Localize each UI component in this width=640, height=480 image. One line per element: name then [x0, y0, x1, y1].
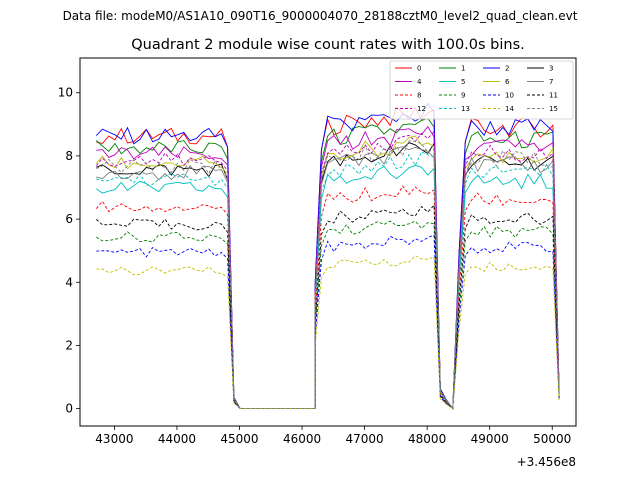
x-offset-label: +3.456e8: [517, 455, 576, 469]
legend-label-1: 1: [461, 65, 465, 73]
legend-label-6: 6: [505, 78, 510, 86]
legend-label-12: 12: [417, 105, 426, 113]
plot-frame: [79, 57, 577, 427]
legend-label-2: 2: [505, 65, 509, 73]
series-line-6: [95, 135, 560, 410]
legend-label-11: 11: [549, 92, 558, 100]
legend-label-9: 9: [461, 92, 465, 100]
y-tick-label: 10: [58, 86, 73, 100]
y-tick-label: 2: [65, 338, 73, 352]
series-line-15: [96, 140, 560, 410]
y-axis: 0 2 4 6 8 10: [58, 86, 80, 416]
series-line-12: [95, 130, 560, 410]
x-tick-label: 47000: [345, 432, 383, 446]
legend-label-15: 15: [549, 105, 558, 113]
legend-frame: [389, 60, 574, 120]
legend-label-4: 4: [417, 78, 422, 86]
series-line-9: [96, 220, 560, 410]
legend-label-3: 3: [549, 65, 553, 73]
y-tick-label: 8: [65, 149, 73, 163]
series-line-5: [96, 164, 560, 410]
legend-label-5: 5: [461, 78, 465, 86]
series-line-4: [96, 125, 560, 410]
series-line-14: [96, 255, 560, 410]
series-line-7: [96, 146, 560, 410]
legend-label-14: 14: [505, 105, 514, 113]
x-tick-label: 44000: [158, 432, 196, 446]
x-tick-label: 49000: [471, 432, 509, 446]
legend-label-13: 13: [461, 105, 470, 113]
x-tick-label: 48000: [408, 432, 446, 446]
series-line-10: [96, 234, 560, 410]
series-line-8: [95, 185, 560, 410]
series-line-3: [96, 141, 560, 410]
y-tick-label: 4: [65, 275, 73, 289]
x-tick-label: 50000: [533, 432, 571, 446]
figure-suptitle: Data file: modeM0/AS1A10_090T16_90000040…: [63, 9, 578, 23]
legend-label-7: 7: [549, 78, 553, 86]
series-line-11: [96, 204, 560, 410]
x-axis: 43000 44000 45000 46000 47000 48000 49000 50000: [95, 426, 571, 446]
series-line-1: [95, 117, 560, 410]
y-tick-label: 6: [65, 212, 73, 226]
x-tick-label: 46000: [283, 432, 321, 446]
chart-title: Quadrant 2 module wise count rates with …: [131, 37, 525, 53]
legend-label-8: 8: [417, 92, 421, 100]
y-tick-label: 0: [65, 402, 73, 416]
series-layer: [95, 102, 560, 410]
legend-label-0: 0: [417, 65, 421, 73]
legend-label-10: 10: [505, 92, 514, 100]
series-line-2: [95, 102, 560, 410]
x-tick-label: 43000: [95, 432, 133, 446]
x-tick-label: 45000: [220, 432, 258, 446]
series-line-13: [96, 151, 560, 410]
